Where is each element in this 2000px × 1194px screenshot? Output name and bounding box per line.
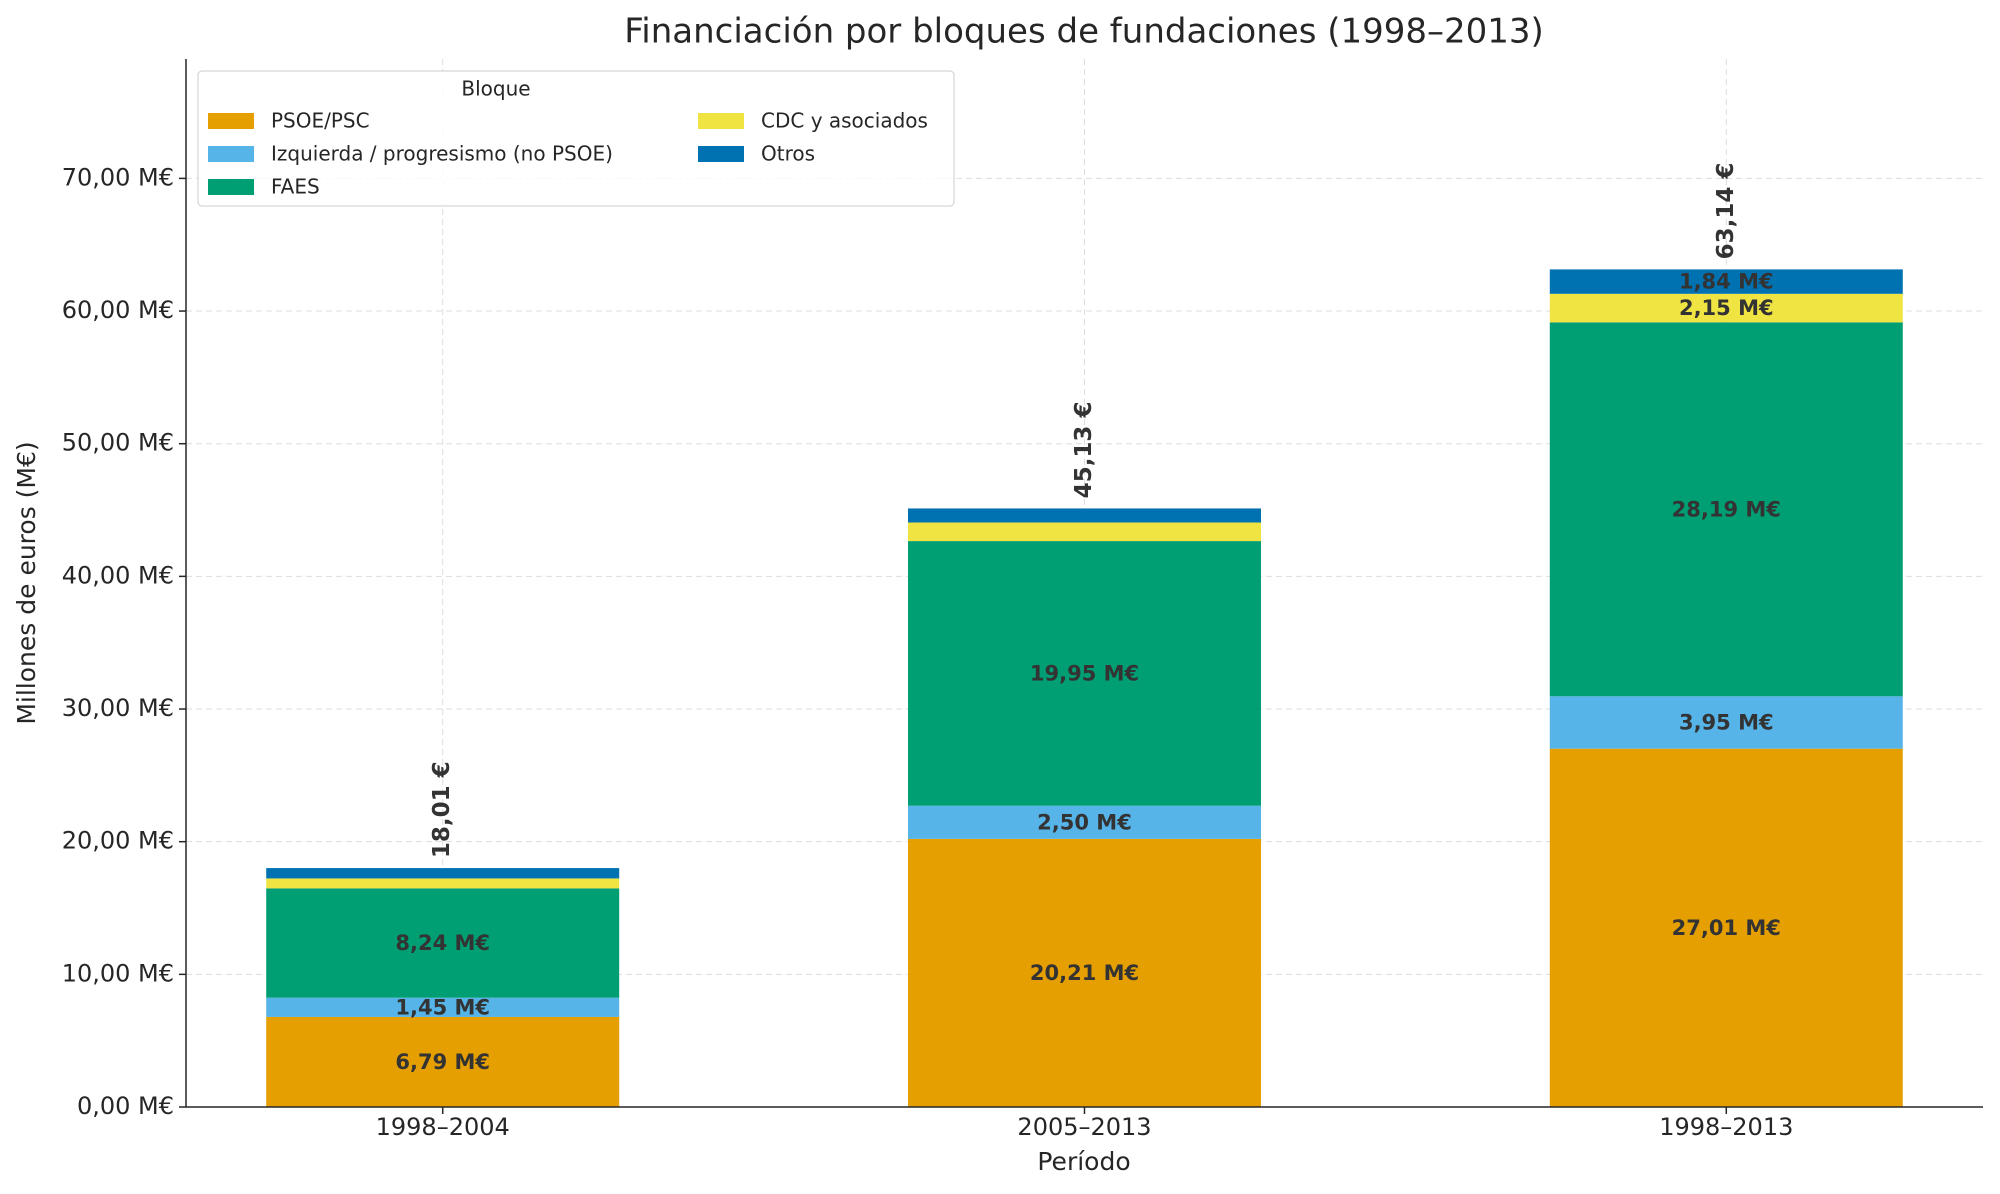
legend-swatch [208, 113, 254, 129]
legend-swatch [698, 113, 744, 129]
legend-box [197, 70, 955, 207]
value-label: 20,21 M€ [1030, 961, 1139, 985]
value-label: 1,84 M€ [1679, 270, 1774, 294]
bar-segment [266, 1016, 620, 1107]
y-tick-label: 0,00 M€ [77, 1092, 174, 1120]
legend-label: Otros [761, 142, 815, 166]
bar-segment [1549, 269, 1903, 294]
y-tick-label: 10,00 M€ [62, 959, 174, 987]
legend-label: PSOE/PSC [271, 109, 370, 133]
x-axis-label: Período [1037, 1147, 1130, 1176]
y-tick-label: 30,00 M€ [62, 694, 174, 722]
value-label: 6,79 M€ [395, 1050, 490, 1074]
total-label: 45,13 € [1071, 402, 1097, 499]
value-label: 3,95 M€ [1679, 710, 1774, 734]
bar-segment [266, 888, 620, 998]
legend-title: Bloque [461, 77, 530, 101]
value-label: 28,19 M€ [1672, 497, 1781, 521]
value-label: 2,50 M€ [1037, 810, 1132, 834]
bar-segment [1549, 322, 1903, 697]
bar-segment [908, 838, 1261, 1107]
value-label: 27,01 M€ [1672, 916, 1781, 940]
x-tick-label: 1998–2004 [376, 1113, 510, 1141]
bar-segment [1549, 748, 1903, 1107]
legend: Bloque PSOE/PSC Izquierda / progresismo (n… [197, 70, 955, 207]
bar-segment [1549, 696, 1903, 749]
x-tick-label: 2005–2013 [1017, 1113, 1151, 1141]
bar-segment [266, 878, 620, 889]
y-tick-label: 20,00 M€ [62, 827, 174, 855]
total-label: 18,01 € [429, 761, 455, 858]
legend-label: CDC y asociados [761, 109, 928, 133]
legend-swatch [698, 146, 744, 162]
y-tick-label: 40,00 M€ [62, 561, 174, 589]
bar-segment [908, 805, 1261, 839]
bar-segment [266, 997, 620, 1017]
legend-label: Izquierda / progresismo (no PSOE) [271, 142, 613, 166]
x-tick-label: 1998–2013 [1659, 1113, 1793, 1141]
chart-title: Financiación por bloques de fundaciones … [624, 12, 1544, 52]
value-label: 19,95 M€ [1030, 661, 1139, 685]
value-label: 2,15 M€ [1679, 296, 1774, 320]
bar-segment [1549, 293, 1903, 323]
y-axis-label: Millones de euros (M€) [12, 441, 41, 724]
y-tick-label: 70,00 M€ [62, 163, 174, 191]
total-label: 63,14 € [1713, 163, 1739, 260]
legend-swatch [208, 179, 254, 195]
value-label: 1,45 M€ [395, 995, 490, 1019]
value-label: 8,24 M€ [395, 931, 490, 955]
legend-label: FAES [271, 175, 320, 199]
legend-swatch [208, 146, 254, 162]
bar-segment [908, 522, 1261, 542]
bar-segment [266, 868, 620, 879]
bar-segment [908, 541, 1261, 806]
y-tick-label: 50,00 M€ [62, 429, 174, 457]
y-tick-label: 60,00 M€ [62, 296, 174, 324]
bar-segment [908, 508, 1261, 523]
